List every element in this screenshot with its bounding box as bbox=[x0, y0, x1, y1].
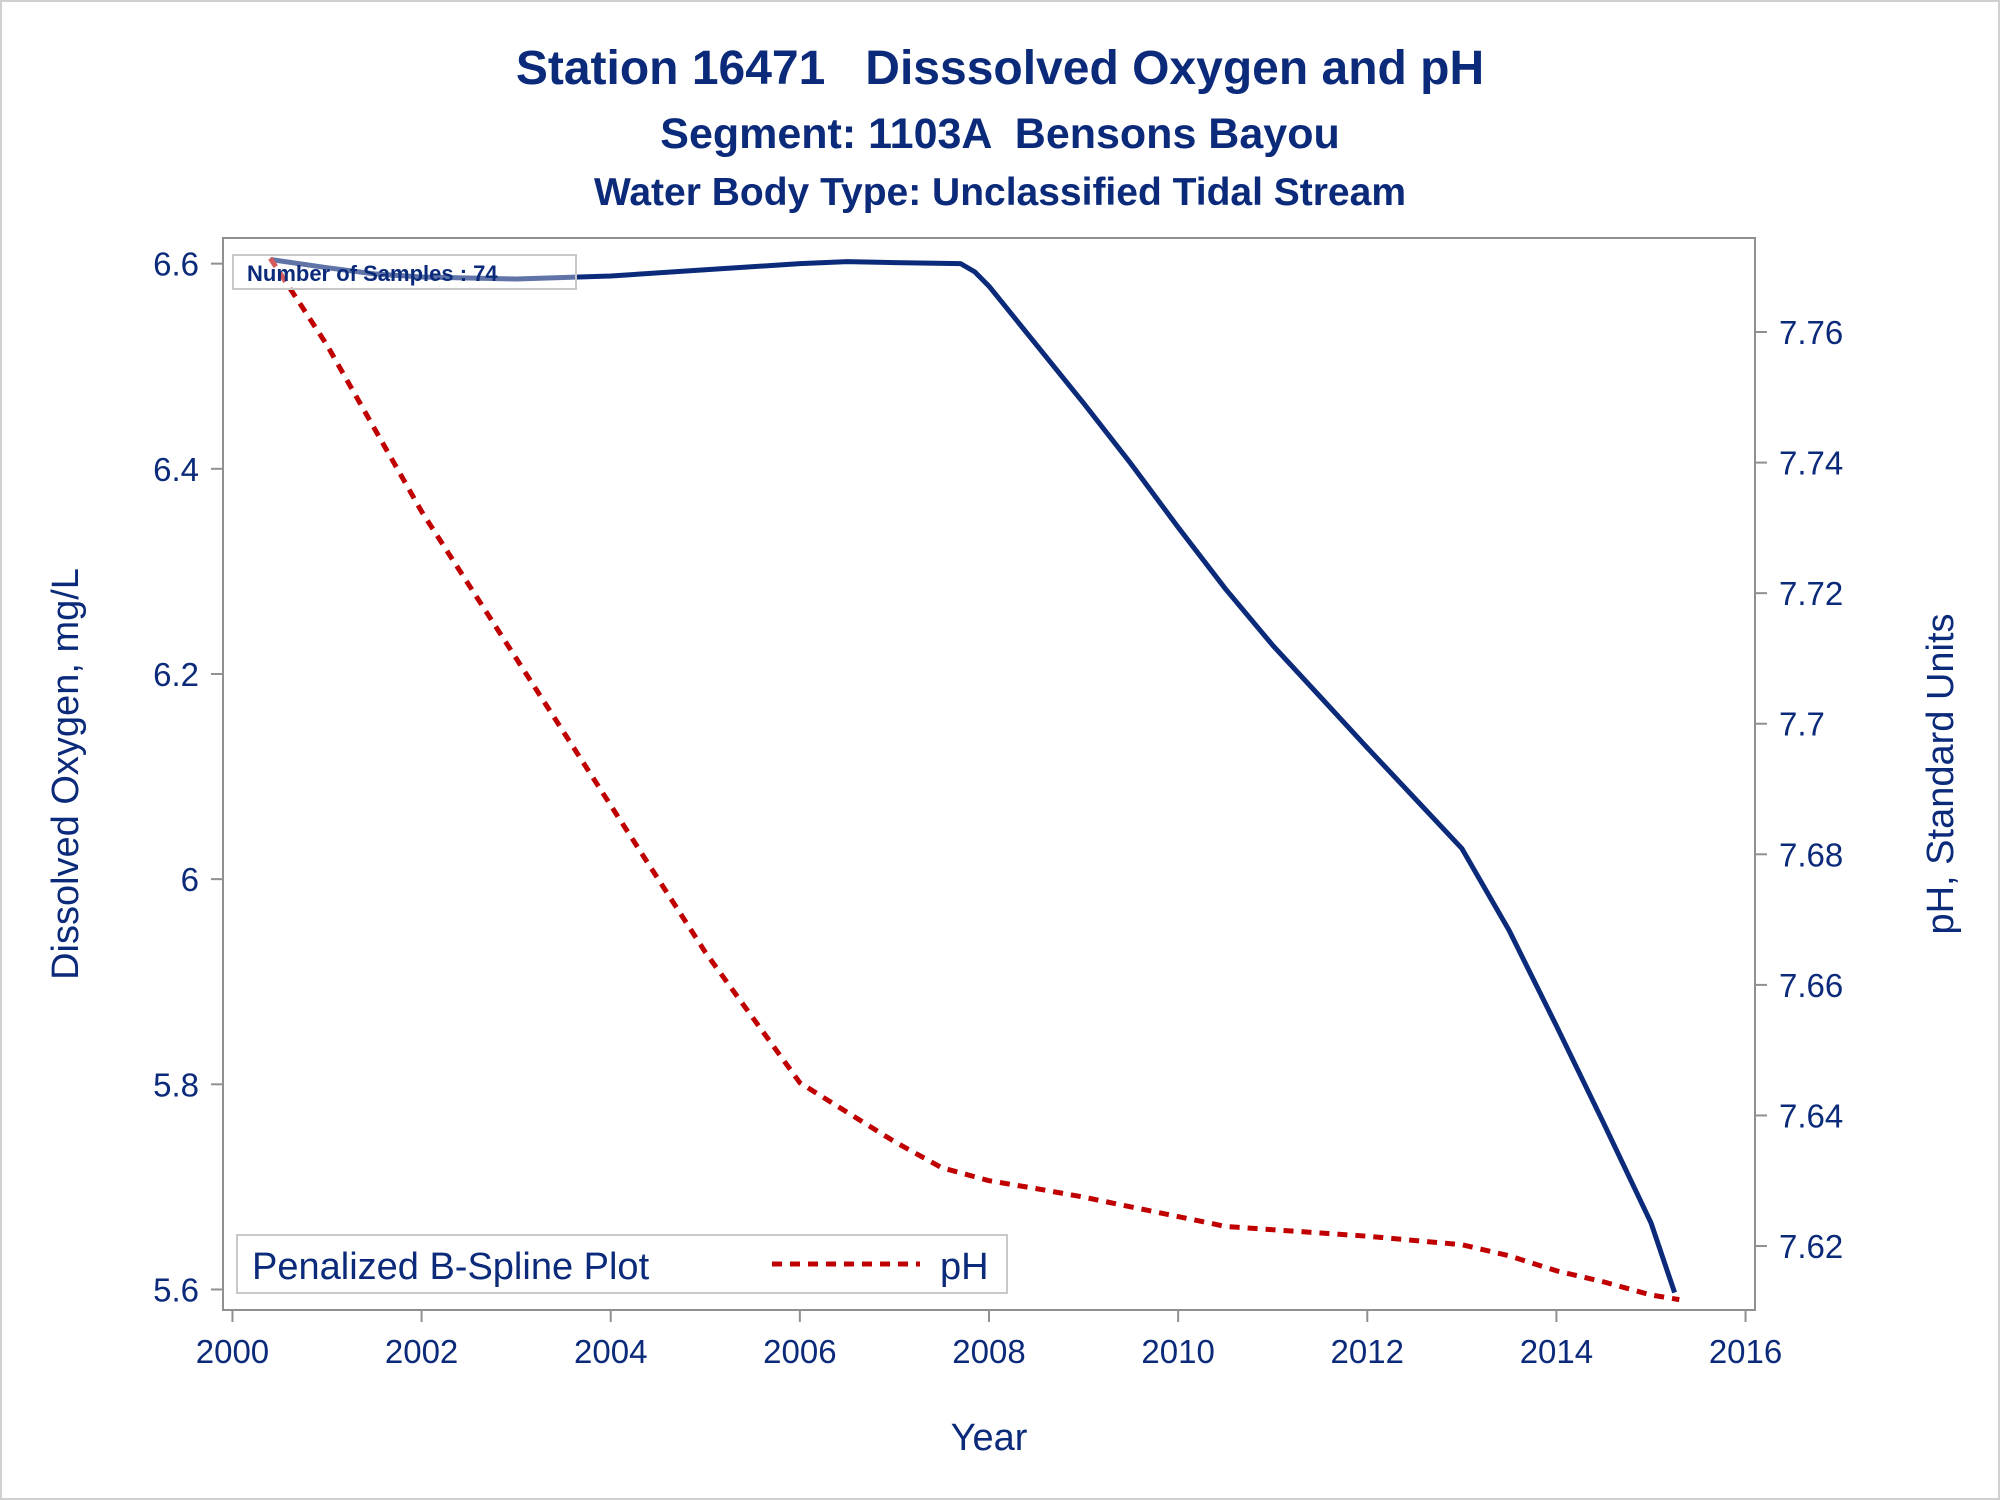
y2-tick-label: 7.72 bbox=[1779, 575, 1843, 612]
series-line-ph bbox=[268, 256, 1680, 1303]
legend-box bbox=[236, 1234, 1008, 1294]
x-tick-label: 2012 bbox=[1331, 1333, 1404, 1370]
legend-title: Penalized B-Spline Plot bbox=[252, 1246, 650, 1288]
y2-tick-label: 7.62 bbox=[1779, 1228, 1843, 1265]
x-axis: 2000 2002 2004 2006 2008 2010 2012 2014 2016 bbox=[196, 1310, 1782, 1370]
y-tick-label: 6.2 bbox=[153, 656, 199, 693]
chart-subtitle-2: Water Body Type: Unclassified Tidal Stre… bbox=[594, 171, 1406, 214]
y-axis-left: 5.6 5.8 6 6.2 6.4 6.6 bbox=[153, 246, 223, 1308]
y-axis-right: 7.62 7.64 7.66 7.68 7.7 7.72 7.74 7.76 bbox=[1755, 314, 1843, 1265]
y2-axis-label: pH, Standard Units bbox=[1920, 613, 1962, 934]
sample-count-label: Number of Samples : 74 bbox=[247, 261, 498, 286]
series-group bbox=[268, 256, 1680, 1303]
x-tick-label: 2008 bbox=[952, 1333, 1025, 1370]
x-tick-label: 2000 bbox=[196, 1333, 269, 1370]
plot-area bbox=[222, 237, 1756, 1311]
y-axis-label: Dissolved Oxygen, mg/L bbox=[45, 568, 87, 980]
x-axis-label: Year bbox=[951, 1417, 1028, 1459]
y2-tick-label: 7.74 bbox=[1779, 445, 1843, 482]
y2-tick-label: 7.76 bbox=[1779, 314, 1843, 351]
y2-tick-label: 7.7 bbox=[1779, 706, 1825, 743]
x-tick-label: 2014 bbox=[1520, 1333, 1593, 1370]
x-tick-label: 2002 bbox=[385, 1333, 458, 1370]
y2-tick-label: 7.64 bbox=[1779, 1097, 1843, 1134]
y-tick-label: 6 bbox=[181, 861, 199, 898]
x-tick-label: 2010 bbox=[1141, 1333, 1214, 1370]
y-tick-label: 5.6 bbox=[153, 1271, 199, 1308]
x-tick-label: 2016 bbox=[1709, 1333, 1782, 1370]
y2-tick-label: 7.68 bbox=[1779, 836, 1843, 873]
y-tick-label: 5.8 bbox=[153, 1066, 199, 1103]
legend-label-ph: pH bbox=[940, 1246, 989, 1288]
inset-box bbox=[232, 254, 577, 290]
y2-tick-label: 7.66 bbox=[1779, 967, 1843, 1004]
y-tick-label: 6.4 bbox=[153, 451, 199, 488]
chart-title: Station 16471 Disssolved Oxygen and pH bbox=[516, 42, 1484, 95]
x-tick-label: 2006 bbox=[763, 1333, 836, 1370]
chart-subtitle: Segment: 1103A Bensons Bayou bbox=[660, 110, 1339, 158]
x-tick-label: 2004 bbox=[574, 1333, 647, 1370]
y-tick-label: 6.6 bbox=[153, 246, 199, 283]
series-line-dissolved-oxygen bbox=[269, 257, 1677, 1294]
